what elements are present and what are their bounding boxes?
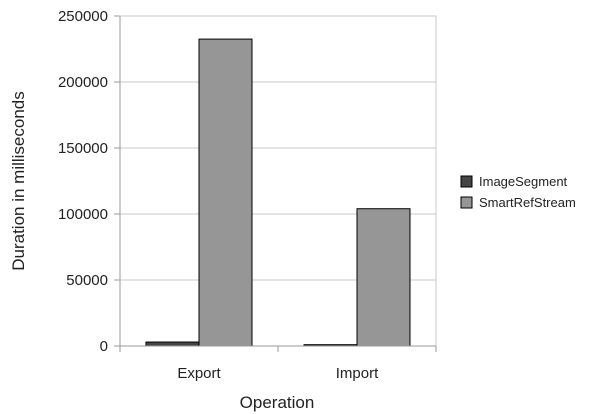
bars [145, 38, 411, 347]
y-tick-label: 250000 [58, 8, 108, 25]
x-tick-label: Import [336, 365, 379, 382]
y-tick-label: 150000 [58, 140, 108, 157]
y-tick-label: 0 [100, 338, 108, 355]
y-tick-label: 50000 [66, 272, 108, 289]
y-tick-label: 100000 [58, 206, 108, 223]
legend-swatch-imagesegment [460, 175, 473, 188]
y-tick-labels: 0 50000 100000 150000 200000 250000 [58, 8, 108, 355]
y-axis-title: Duration in milliseconds [9, 91, 28, 271]
bar-imagesegment-export [145, 341, 200, 347]
bar-smartrefstream-export [198, 38, 253, 347]
x-tick-labels: Export Import [177, 365, 379, 382]
legend-label: SmartRefStream [479, 195, 576, 210]
legend: ImageSegment SmartRefStream [460, 174, 576, 210]
y-tick-label: 200000 [58, 74, 108, 91]
legend-label: ImageSegment [479, 174, 568, 189]
legend-swatch-smartrefstream [460, 196, 473, 209]
x-axis-title: Operation [240, 393, 315, 412]
bar-smartrefstream-import [356, 208, 411, 347]
x-tick-label: Export [177, 365, 221, 382]
axes [119, 15, 437, 352]
